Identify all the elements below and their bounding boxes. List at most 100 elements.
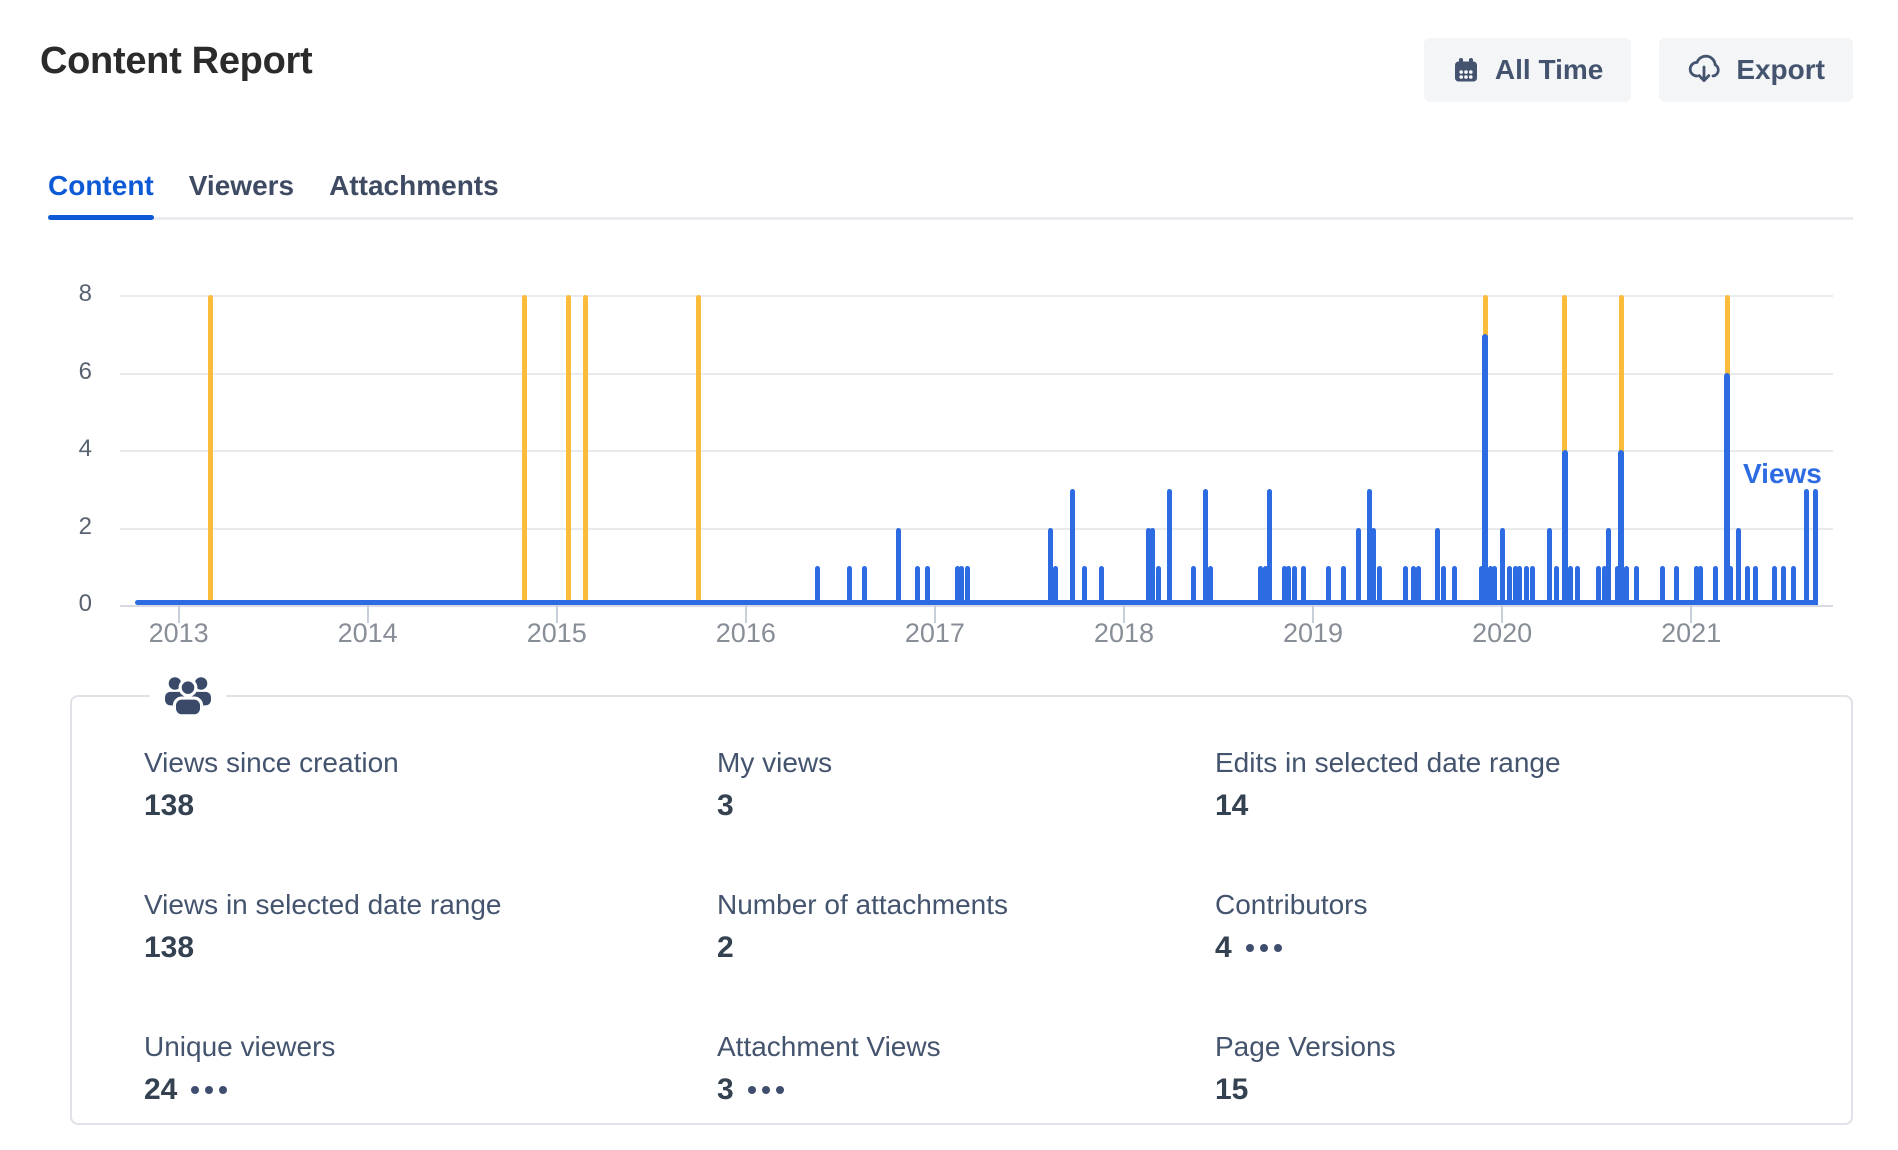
views-bar: [1745, 566, 1751, 605]
stat-views-since-creation: Views since creation 138: [144, 747, 717, 823]
stat-value: 3: [717, 789, 734, 822]
views-bar: [1567, 566, 1573, 605]
views-bar: [1267, 488, 1273, 605]
calendar-icon: [1452, 56, 1480, 84]
stat-value: 2: [717, 931, 734, 964]
stat-label: Number of attachments: [717, 889, 1009, 920]
views-bar: [1291, 566, 1297, 605]
more-dots-icon[interactable]: [747, 1086, 784, 1094]
all-time-button[interactable]: All Time: [1423, 38, 1632, 102]
views-bar: [1596, 566, 1602, 605]
views-chart: Views 0 2 4 6 8 2013 2014 2015 2016 2017 2018 2019 2…: [0, 240, 1898, 660]
views-baseline: [135, 600, 1818, 605]
views-bar: [1416, 566, 1422, 605]
views-bar: [1813, 488, 1819, 605]
views-bar: [1488, 566, 1494, 605]
edits-bar: [696, 295, 702, 605]
views-bar: [1282, 566, 1288, 605]
gridline-y-4: [120, 450, 1833, 452]
stat-label: Views since creation: [144, 747, 399, 778]
y-axis-label-6: 6: [78, 357, 92, 385]
x-axis-tick-2015: [555, 605, 558, 623]
stat-attachment-views: Attachment Views 3: [717, 1031, 1215, 1107]
stat-unique-viewers: Unique viewers 24: [144, 1031, 717, 1107]
stat-value: 138: [144, 931, 195, 964]
export-button-label: Export: [1736, 54, 1825, 85]
views-bar: [1098, 566, 1104, 605]
views-bar: [1301, 566, 1307, 605]
stats-grid: Views since creation 138 My views 3 Edit…: [72, 697, 1851, 1107]
stat-my-views: My views 3: [717, 747, 1215, 823]
stat-value: 4: [1215, 931, 1232, 964]
export-button[interactable]: Export: [1659, 38, 1853, 102]
tab-viewers[interactable]: Viewers: [188, 170, 295, 201]
stat-number-of-attachments: Number of attachments 2: [717, 889, 1215, 965]
views-bar: [1516, 566, 1522, 605]
views-bar: [1325, 566, 1331, 605]
views-bar: [1554, 566, 1560, 605]
views-bar: [1376, 566, 1382, 605]
views-bar: [1081, 566, 1087, 605]
views-bar: [1781, 566, 1787, 605]
chart-plot: [120, 295, 1833, 623]
page-title: Content Report: [40, 40, 313, 82]
stat-value: 24: [144, 1073, 178, 1106]
tab-attachments[interactable]: Attachments: [329, 170, 499, 201]
views-bar: [1771, 566, 1777, 605]
stat-value: 138: [144, 789, 195, 822]
views-bar: [1403, 566, 1409, 605]
views-bar: [958, 566, 964, 605]
x-axis-label-2016: 2016: [715, 618, 776, 648]
views-bar: [1529, 566, 1535, 605]
views-bar: [1804, 488, 1810, 605]
views-bar: [1191, 566, 1197, 605]
views-bar: [1482, 333, 1489, 605]
views-bar: [847, 566, 853, 605]
stat-label: Views in selected date range: [144, 889, 502, 920]
views-bar: [1053, 566, 1059, 605]
x-axis-label-2015: 2015: [526, 618, 587, 648]
stat-edits-in-range: Edits in selected date range 14: [1215, 747, 1851, 823]
stat-value: 14: [1215, 789, 1249, 822]
y-axis-label-8: 8: [78, 280, 92, 307]
x-axis-tick-2021: [1690, 605, 1693, 623]
x-axis-label-2013: 2013: [148, 618, 209, 648]
views-bar: [1673, 566, 1679, 605]
x-axis-label-2018: 2018: [1093, 618, 1154, 648]
x-axis-tick-2016: [744, 605, 747, 623]
stats-card: Views since creation 138 My views 3 Edit…: [70, 675, 1853, 1125]
views-bar: [1263, 566, 1269, 605]
views-bar: [1735, 527, 1741, 605]
views-bar: [1410, 566, 1416, 605]
views-bar: [1355, 527, 1361, 605]
views-bar: [1371, 527, 1377, 605]
x-axis-label-2017: 2017: [904, 618, 965, 648]
y-axis-label-2: 2: [78, 512, 92, 540]
gridline-y-8: [120, 295, 1833, 297]
views-bar: [1435, 527, 1441, 605]
views-bar: [1605, 527, 1611, 605]
views-bar: [1575, 566, 1581, 605]
views-bar: [1728, 566, 1734, 605]
views-bar: [1285, 566, 1291, 605]
more-dots-icon[interactable]: [1245, 944, 1282, 952]
more-dots-icon[interactable]: [191, 1086, 228, 1094]
views-bar: [924, 566, 930, 605]
views-bar: [1257, 566, 1263, 605]
x-axis-label-2021: 2021: [1661, 618, 1722, 648]
views-bar: [1149, 527, 1155, 605]
all-time-button-label: All Time: [1494, 54, 1604, 85]
views-bar: [1340, 566, 1346, 605]
x-axis-label-2019: 2019: [1283, 618, 1344, 648]
tab-content[interactable]: Content: [48, 170, 154, 220]
views-bar: [1601, 566, 1607, 605]
views-bar: [1452, 566, 1458, 605]
x-axis-tick-2014: [366, 605, 369, 623]
views-bar: [1524, 566, 1530, 605]
views-bar: [1512, 566, 1518, 605]
stat-label: Contributors: [1215, 889, 1368, 920]
views-bar: [915, 566, 921, 605]
y-axis-label-4: 4: [78, 435, 92, 462]
views-bar: [1070, 488, 1076, 605]
views-bar: [955, 566, 961, 605]
